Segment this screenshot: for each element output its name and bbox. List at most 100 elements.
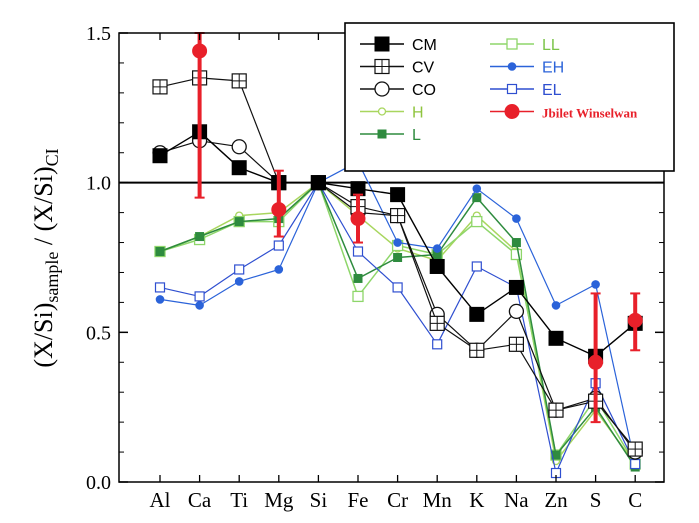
x-tick-label-c: C <box>628 488 642 512</box>
series-jbilet-winselwan-point-c <box>627 292 643 352</box>
series-jbilet-winselwan-point-c-marker <box>627 312 643 328</box>
legend-item-el-marker <box>506 83 518 95</box>
series-eh-point-zn <box>551 301 561 310</box>
x-tick-label-ti: Ti <box>230 488 248 512</box>
legend-item-ll-label: LL <box>542 37 560 54</box>
legend-item-cm-label: CM <box>412 37 437 54</box>
x-tick-label-mg: Mg <box>264 488 294 512</box>
series-eh-point-na <box>512 214 521 223</box>
series-co-point-na <box>508 303 525 320</box>
y-axis-label-part: / (X/Si) <box>29 166 58 251</box>
legend-item-eh: EH <box>490 60 564 77</box>
x-tick-label-ca: Ca <box>188 488 212 512</box>
legend-item-h: H <box>360 105 424 122</box>
legend-item-el-label: EL <box>542 82 562 99</box>
series-l-point-al <box>155 247 165 257</box>
series-l-point-ca <box>195 232 205 242</box>
series-cv-point-na <box>508 336 524 352</box>
series-eh-point-cr <box>393 238 402 247</box>
y-tick-label: 0.0 <box>86 472 111 494</box>
series-jbilet-winselwan-point-s-marker <box>588 354 604 370</box>
series-jbilet-winselwan <box>192 32 643 424</box>
series-cm-point-fe <box>350 181 366 197</box>
legend-item-l-marker <box>377 129 387 139</box>
y-tick-label: 1.5 <box>86 23 111 45</box>
legend-item-h-label: H <box>412 105 424 122</box>
legend-item-eh-label: EH <box>542 60 564 77</box>
series-eh-point-mn <box>432 244 442 253</box>
series-l-point-na <box>511 238 521 248</box>
series-l-point-k <box>472 193 482 203</box>
series-co-point-ti <box>231 139 247 155</box>
x-tick-label-k: K <box>469 488 484 512</box>
legend-item-ll-marker <box>506 38 518 50</box>
legend-item-l-label: L <box>412 127 421 144</box>
series-el-point-fe <box>352 246 364 257</box>
legend-item-co-label: CO <box>412 82 436 99</box>
legend-item-co: CO <box>360 81 436 99</box>
series-el-point-mg <box>273 240 284 251</box>
legend-item-cv-marker <box>374 58 390 75</box>
series-cm-point-cr <box>390 187 406 203</box>
series-ll-point-na <box>510 248 523 261</box>
series-cm-point-mn <box>429 258 445 274</box>
series-jbilet-winselwan-point-ca-marker <box>192 43 208 59</box>
series-eh-point-mg <box>274 265 284 274</box>
y-axis-label-subscript: sample <box>42 252 62 303</box>
series-eh-point-al <box>155 295 165 304</box>
series-cv-point-zn <box>548 402 564 418</box>
series-jbilet-winselwan-point-mg <box>271 169 287 238</box>
series-l-line <box>159 181 636 468</box>
legend-item-l: L <box>360 127 421 144</box>
legend-item-el: EL <box>490 82 562 99</box>
y-axis-label-subscript: CI <box>42 148 62 166</box>
x-tick-label-zn: Zn <box>544 488 568 512</box>
legend-item-jbilet-winselwan-label: Jbilet Winselwan <box>542 106 638 121</box>
series-cm-point-al <box>152 148 168 164</box>
x-tick-label-fe: Fe <box>348 488 369 512</box>
series-cv-point-cr <box>390 207 406 224</box>
x-tick-label-al: Al <box>150 488 171 512</box>
legend-item-cm: CM <box>360 36 437 54</box>
series-eh-point-ti <box>234 277 244 286</box>
series-cm-point-ti <box>231 160 247 176</box>
series-cm-point-zn <box>548 330 564 346</box>
series-cv-point-c <box>627 441 643 457</box>
series-el-line <box>159 182 636 474</box>
series-cv-point-ti <box>231 73 247 89</box>
y-tick-label: 1.0 <box>86 173 111 195</box>
series-jbilet-winselwan-point-ca <box>192 32 208 199</box>
series-cm-point-si <box>310 175 326 191</box>
legend-item-co-marker <box>374 81 390 97</box>
series-l-point-cr <box>393 253 403 262</box>
series-cm-point-k <box>469 306 485 322</box>
x-tick-label-mn: Mn <box>423 488 453 512</box>
series-el-point-cr <box>392 282 403 293</box>
series-el-point-c <box>630 458 641 470</box>
series-l-point-ti <box>234 217 244 227</box>
legend-item-cv-label: CV <box>412 60 435 77</box>
x-tick-label-cr: Cr <box>387 488 408 512</box>
series-eh <box>155 157 640 469</box>
legend-item-cm-marker <box>374 36 390 52</box>
series-l-point-fe <box>353 273 363 283</box>
series-jbilet-winselwan-point-fe <box>350 193 366 244</box>
series-eh-point-k <box>472 184 482 193</box>
legend-item-eh-marker <box>507 62 517 71</box>
legend-item-ll: LL <box>490 37 560 54</box>
series-cv-point-al <box>152 79 168 95</box>
series-ll-point-fe <box>352 290 364 303</box>
x-tick-label-s: S <box>590 488 602 512</box>
y-axis-label-part: (X/Si) <box>29 303 58 368</box>
x-tick-label-si: Si <box>310 488 328 512</box>
series-ll-point-k <box>471 215 483 228</box>
series-eh-point-s <box>591 280 600 289</box>
series-el-point-mn <box>432 339 443 350</box>
series-cv-point-mn <box>429 315 445 331</box>
legend-item-cv: CV <box>360 58 435 77</box>
legend-item-jbilet-winselwan-marker <box>504 104 520 119</box>
series-jbilet-winselwan-point-mg-marker <box>271 202 287 218</box>
series-jbilet-winselwan-point-s <box>588 292 604 424</box>
